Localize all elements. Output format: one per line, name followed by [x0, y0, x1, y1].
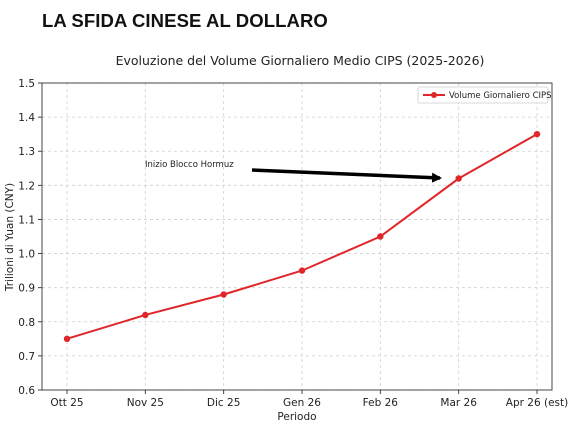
legend-box: [417, 86, 549, 104]
x-tick-label: Apr 26 (est): [506, 397, 568, 409]
annotation-text: Inizio Blocco Hormuz: [145, 160, 234, 170]
x-tick-label: Mar 26: [440, 397, 477, 409]
x-tick-label: Nov 25: [127, 397, 164, 409]
x-tick-label: Ott 25: [50, 397, 83, 409]
data-point: [63, 335, 71, 343]
x-tick-label: Feb 26: [363, 397, 399, 409]
page-headline: LA SFIDA CINESE AL DOLLARO: [42, 10, 328, 31]
y-tick-label: 1.2: [18, 180, 35, 192]
x-axis-label: Periodo: [277, 411, 316, 423]
plot-frame: [41, 82, 553, 391]
x-tick-label: Gen 26: [283, 397, 321, 409]
legend-label: Volume Giornaliero CIPS: [449, 91, 552, 101]
chart-title: Evoluzione del Volume Giornaliero Medio …: [116, 53, 485, 68]
y-tick-label: 1.0: [18, 249, 35, 261]
y-tick-label: 0.6: [18, 385, 35, 397]
y-tick-label: 1.4: [18, 112, 35, 124]
legend: Volume Giornaliero CIPS: [417, 86, 552, 104]
y-tick-label: 0.7: [18, 351, 35, 363]
annotation-arrow: [251, 168, 442, 183]
grid-layer: [42, 82, 552, 391]
series-line: [66, 133, 538, 340]
y-tick-label: 0.9: [18, 283, 35, 295]
series-layer: [63, 130, 541, 343]
ticks-layer: 0.6 0.7 0.8 0.9 1.0 1.1 1.2 1.3 1.4 1.5 Ott 25 Nov …: [18, 78, 568, 409]
data-point: [377, 233, 384, 240]
y-tick-label: 0.8: [18, 317, 35, 329]
data-point: [220, 291, 227, 298]
y-axis-label: Trilioni di Yuan (CNY): [4, 183, 16, 292]
legend-marker-swatch: [431, 92, 437, 98]
data-point: [142, 311, 149, 319]
y-tick-label: 1.1: [18, 214, 35, 226]
data-point: [455, 175, 462, 182]
y-tick-label: 1.5: [18, 78, 35, 90]
data-point: [298, 267, 306, 274]
y-tick-label: 1.3: [18, 146, 35, 158]
annotation: Inizio Blocco Hormuz: [145, 160, 442, 183]
data-point: [533, 130, 541, 138]
x-tick-label: Dic 25: [207, 397, 240, 409]
